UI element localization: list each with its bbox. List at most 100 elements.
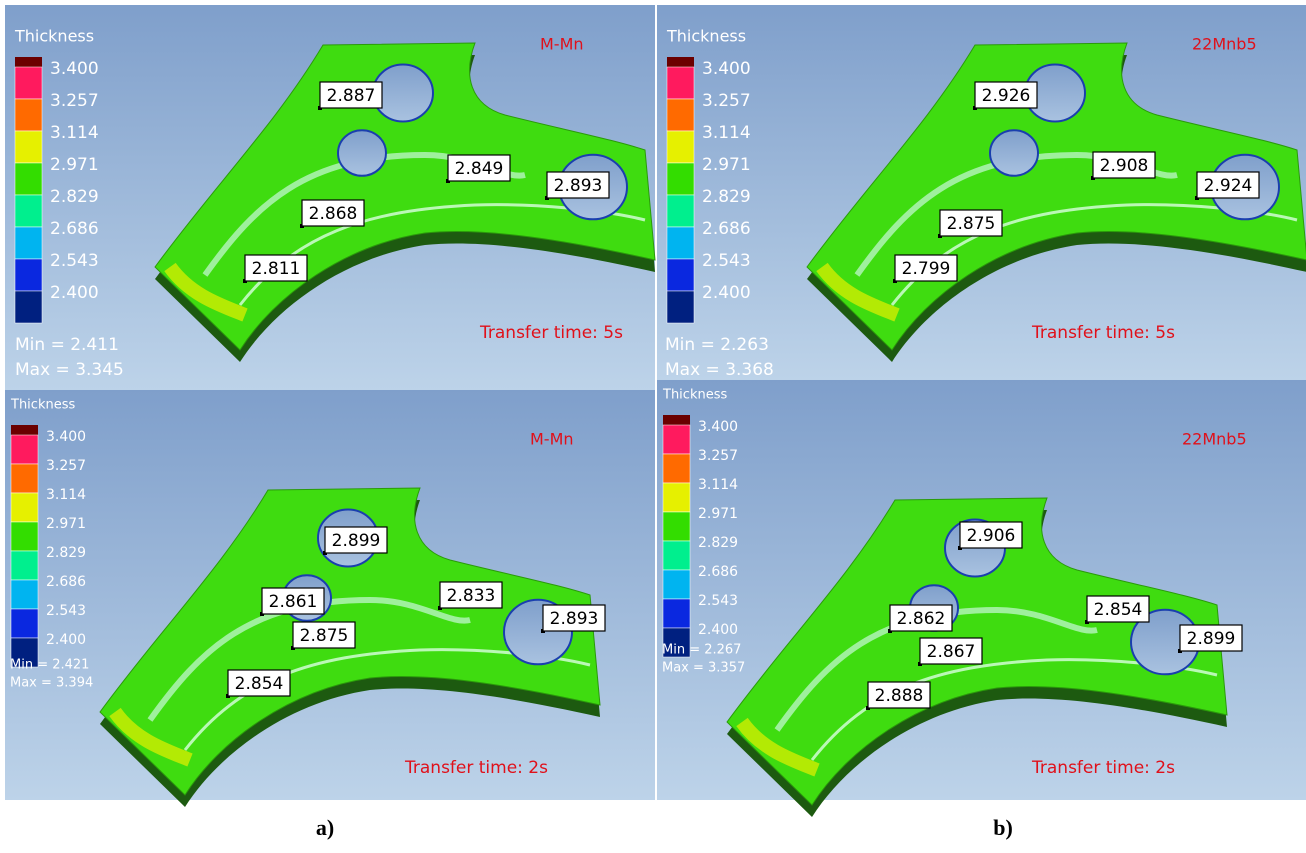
legend-label: 2.543 <box>698 593 738 609</box>
legend-swatch <box>667 57 694 67</box>
legend-label: 2.829 <box>46 545 86 561</box>
probe-value: 2.888 <box>875 686 924 706</box>
legend-label: 3.400 <box>46 429 86 445</box>
panel: Thickness3.4003.2573.1142.9712.8292.6862… <box>657 380 1306 817</box>
min-value: Min = 2.267 <box>662 643 741 658</box>
legend-label: 2.971 <box>46 516 86 532</box>
legend-label: 3.257 <box>702 91 751 111</box>
legend-swatch <box>663 599 690 628</box>
legend-swatch <box>667 163 694 195</box>
legend-swatch <box>11 580 38 609</box>
probe-value: 2.875 <box>947 214 996 234</box>
legend-label: 3.257 <box>698 448 738 464</box>
legend-swatch <box>15 67 42 99</box>
probe-value: 2.862 <box>897 609 946 629</box>
probe-value: 2.854 <box>1094 600 1143 620</box>
legend-title: Thickness <box>10 398 75 413</box>
probe-value: 2.799 <box>902 259 951 279</box>
legend-swatch <box>667 259 694 291</box>
legend-label: 2.543 <box>50 251 99 271</box>
legend-swatch <box>11 425 38 435</box>
probe-value: 2.868 <box>309 204 358 224</box>
legend-title: Thickness <box>662 388 727 403</box>
legend-swatch <box>11 464 38 493</box>
max-value: Max = 3.368 <box>665 360 774 380</box>
probe-value: 2.906 <box>967 526 1016 546</box>
legend-label: 2.971 <box>702 155 751 175</box>
legend-label: 3.114 <box>702 123 751 143</box>
legend-label: 3.257 <box>50 91 99 111</box>
panel: Thickness 3.400 3.257 3.114 2.971 2.829 2.686 2… <box>5 390 655 807</box>
legend-label: 3.400 <box>50 59 99 79</box>
legend-label: 3.114 <box>50 123 99 143</box>
legend-label: 2.400 <box>50 283 99 303</box>
legend-label: 2.686 <box>698 564 738 580</box>
probe-value: 2.926 <box>982 86 1031 106</box>
probe-value: 2.875 <box>300 626 349 646</box>
legend-label: 2.686 <box>702 219 751 239</box>
legend-swatch <box>11 551 38 580</box>
legend-swatch <box>667 227 694 259</box>
legend-label: 3.257 <box>46 458 86 474</box>
figure: a) b) Thickness3.4003.2573.1142.9712.829… <box>0 0 1306 849</box>
legend-swatch <box>667 99 694 131</box>
legend-swatch <box>663 570 690 599</box>
min-value: Min = 2.421 <box>10 658 89 673</box>
transfer-time: Transfer time: 5s <box>479 323 623 343</box>
probe-value: 2.849 <box>455 159 504 179</box>
legend-label: 3.114 <box>698 477 738 493</box>
legend-swatch <box>15 99 42 131</box>
transfer-time: Transfer time: 2s <box>404 758 548 778</box>
legend-swatch <box>15 227 42 259</box>
legend-label: 3.114 <box>46 487 86 503</box>
legend-label: 2.829 <box>698 535 738 551</box>
probe-value: 2.899 <box>332 531 381 551</box>
probe-value: 2.924 <box>1204 176 1253 196</box>
max-value: Max = 3.357 <box>662 661 745 676</box>
transfer-time: Transfer time: 5s <box>1031 323 1175 343</box>
legend-swatch <box>663 415 690 425</box>
legend-label: 2.400 <box>702 283 751 303</box>
legend-swatch <box>11 435 38 464</box>
legend-title: Thickness <box>14 27 94 46</box>
legend-swatch <box>663 454 690 483</box>
legend-label: 2.543 <box>46 603 86 619</box>
legend-swatch <box>667 291 694 323</box>
min-value: Min = 2.411 <box>15 335 119 355</box>
legend-swatch <box>15 259 42 291</box>
legend-label: 2.400 <box>698 622 738 638</box>
probe-value: 2.893 <box>554 176 603 196</box>
probe-value: 2.899 <box>1187 629 1236 649</box>
hole <box>338 130 386 176</box>
panel: Thickness3.4003.2573.1142.9712.8292.6862… <box>657 5 1306 380</box>
min-value: Min = 2.263 <box>665 335 769 355</box>
probe-value: 2.861 <box>269 592 318 612</box>
probe-value: 2.833 <box>447 586 496 606</box>
max-value: Max = 3.345 <box>15 360 124 380</box>
legend-swatch <box>663 425 690 454</box>
hole <box>990 130 1038 176</box>
caption: b) <box>993 815 1013 840</box>
material-label: 22Mnb5 <box>1182 430 1247 449</box>
legend-swatch <box>663 541 690 570</box>
probe-value: 2.867 <box>927 642 976 662</box>
legend-swatch <box>667 131 694 163</box>
material-label: 22Mnb5 <box>1192 35 1257 54</box>
probe-value: 2.854 <box>235 674 284 694</box>
legend-swatch <box>667 195 694 227</box>
panel: Thickness3.4003.2573.1142.9712.8292.6862… <box>5 5 655 390</box>
legend-label: 2.686 <box>46 574 86 590</box>
probe-value: 2.887 <box>327 86 376 106</box>
legend-label: 2.829 <box>50 187 99 207</box>
legend-label: 2.971 <box>698 506 738 522</box>
legend-label: 2.400 <box>46 632 86 648</box>
transfer-time: Transfer time: 2s <box>1031 758 1175 778</box>
legend-title: Thickness <box>666 27 746 46</box>
legend-swatch <box>11 609 38 638</box>
legend-label: 2.543 <box>702 251 751 271</box>
legend-swatch <box>11 522 38 551</box>
legend-label: 2.971 <box>50 155 99 175</box>
legend-swatch <box>15 291 42 323</box>
legend-swatch <box>15 163 42 195</box>
legend-swatch <box>15 57 42 67</box>
